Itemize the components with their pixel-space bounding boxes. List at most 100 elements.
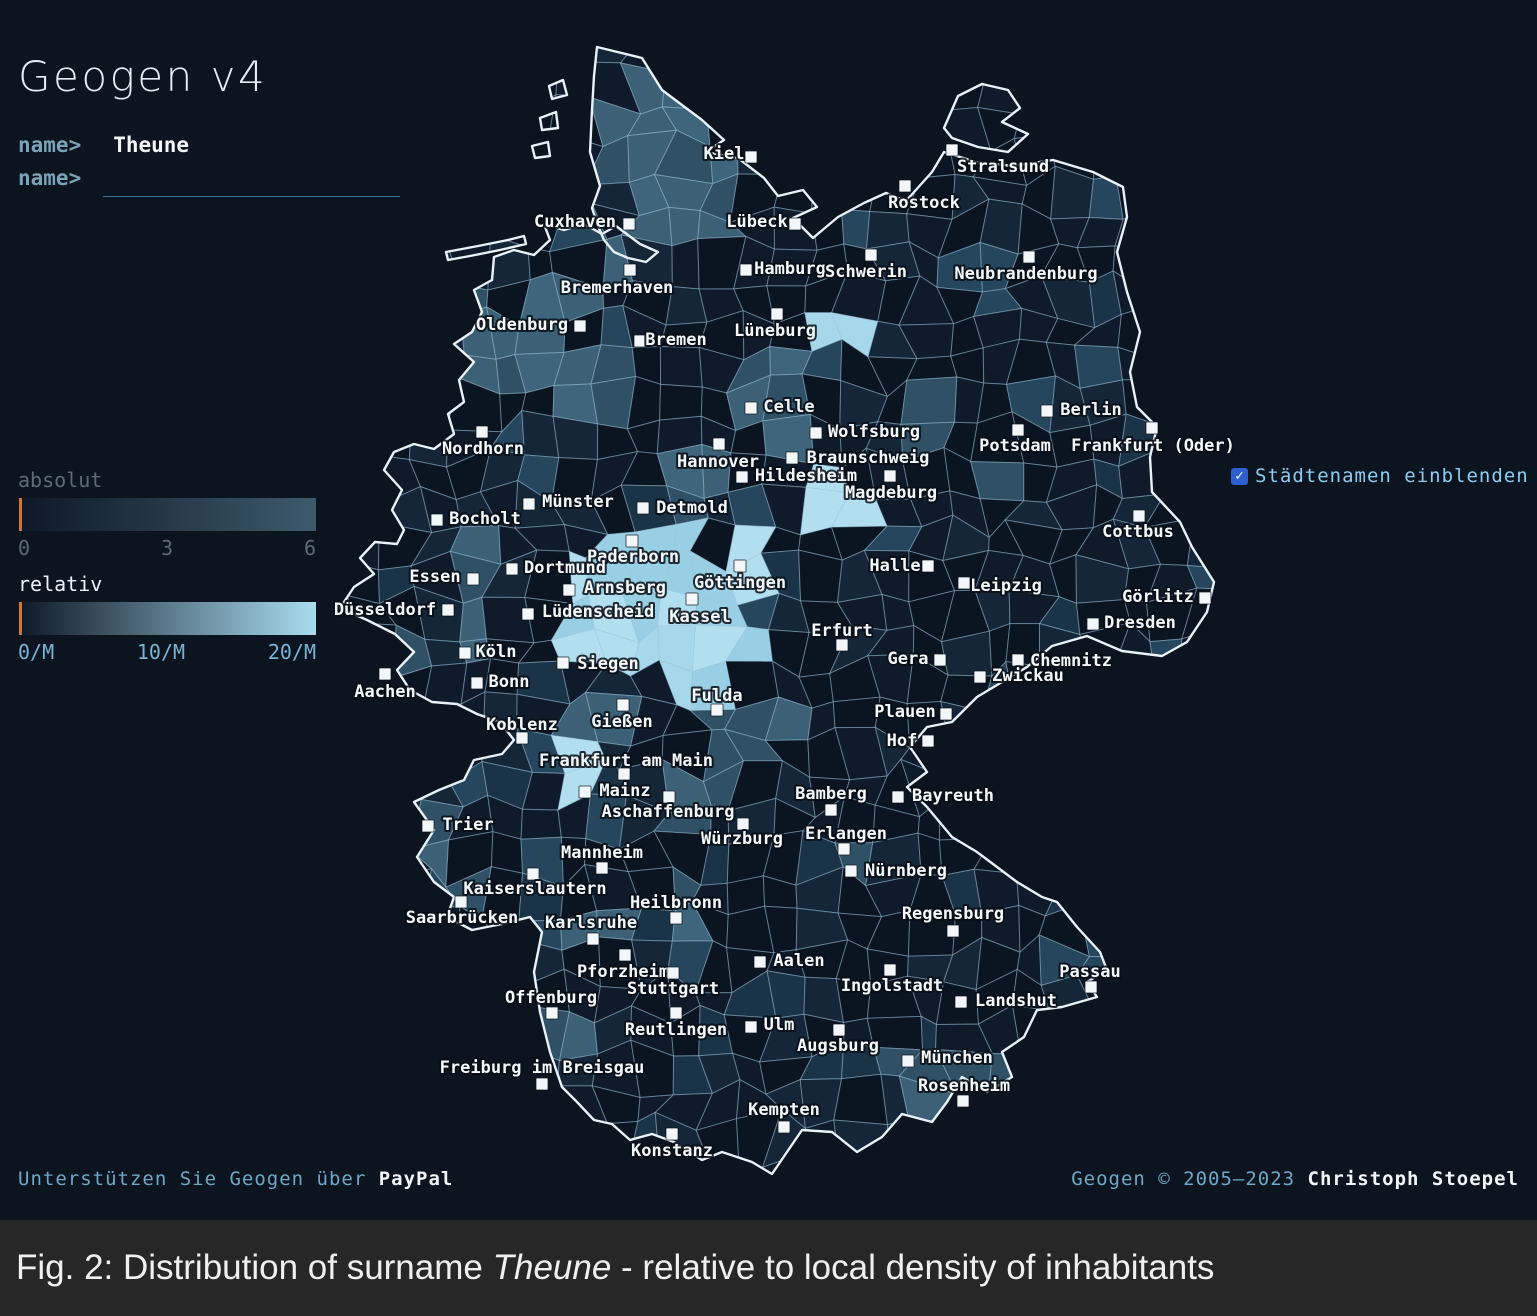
germany-border [338,45,1216,1176]
absolut-tick-2: 6 [303,536,316,560]
city-label: München [921,1048,993,1068]
city-marker [665,1127,679,1141]
city-label: Bremerhaven [561,278,674,298]
city-label: Münster [542,492,614,512]
city-label: Bocholt [449,509,521,529]
city-label: Stralsund [957,157,1049,177]
city-label: Erlangen [805,824,887,844]
copyright-text: Geogen © 2005–2023 [1071,1168,1308,1190]
city-marker [744,1020,758,1034]
legend-absolut-bar [18,498,316,531]
city-label: Bremen [645,330,706,350]
city-label: Rosenheim [918,1076,1010,1096]
city-marker [956,1094,970,1108]
city-marker [901,1054,915,1068]
city-label: Ulm [764,1015,795,1035]
city-marker [662,790,676,804]
relativ-tick-1: 10/M [136,640,186,664]
legend-absolut-title: absolut [18,468,103,492]
city-label: Köln [476,642,517,662]
city-marker [753,955,767,969]
city-marker [521,607,535,621]
city-label: Mainz [599,781,650,801]
city-label: Offenburg [505,988,597,1008]
legend-relativ-scale: 0/M 10/M 20/M [18,640,316,664]
surname-input[interactable] [103,168,400,197]
city-label: Erfurt [811,621,872,641]
absolut-tick-0: 0 [18,536,31,560]
query-row-submitted: name> Theune [18,133,189,157]
city-label: Rostock [888,193,960,213]
city-label: Karlsruhe [545,913,637,933]
city-marker [954,995,968,1009]
city-label: Paderborn [587,547,679,567]
city-marker [666,966,680,980]
city-label: Saarbrücken [406,908,519,928]
city-marker [573,319,587,333]
city-label: Halle [869,556,920,576]
city-marker [710,703,724,717]
city-marker [921,559,935,573]
caption-suffix: - relative to local density of inhabitan… [611,1248,1215,1287]
city-label: Kempten [748,1100,820,1120]
city-label: Plauen [874,702,935,722]
city-marker [378,667,392,681]
city-marker [785,451,799,465]
city-label: Celle [763,397,814,417]
city-marker [625,534,639,548]
city-marker [685,592,699,606]
figure-caption-bar: Fig. 2: Distribution of surname Theune -… [0,1220,1537,1316]
city-marker [891,790,905,804]
city-marker [832,1023,846,1037]
name-prompt-2: name> [18,166,82,190]
city-marker [578,785,592,799]
city-marker [1198,591,1212,605]
city-marker [1086,617,1100,631]
city-marker [1132,509,1146,523]
city-names-checkbox[interactable]: ✓ [1231,468,1248,485]
city-marker [733,559,747,573]
city-marker [744,150,758,164]
city-label: Frankfurt am Main [539,751,713,771]
city-marker [973,670,987,684]
city-marker [617,767,631,781]
city-label: Passau [1059,962,1120,982]
city-label: Bamberg [795,784,867,804]
city-marker [441,603,455,617]
city-marker [712,437,726,451]
absolut-tick-1: 3 [160,536,174,560]
city-marker [735,470,749,484]
city-marker [946,924,960,938]
city-label: Pforzheim [577,962,669,982]
city-label: Bayreuth [912,786,994,806]
city-marker [1040,404,1054,418]
city-marker [535,1077,549,1091]
city-label: Detmold [656,498,728,518]
city-marker [736,817,750,831]
city-label: Bonn [489,672,530,692]
city-marker [562,583,576,597]
city-label: Augsburg [797,1036,879,1056]
city-marker [788,217,802,231]
city-label: Magdeburg [845,483,937,503]
city-label: Mannheim [561,843,643,863]
city-marker [475,425,489,439]
city-marker [586,932,600,946]
city-marker [430,513,444,527]
city-marker [1022,250,1036,264]
city-marker [421,819,435,833]
city-label: Hannover [677,452,759,472]
city-marker [837,842,851,856]
support-text: Unterstützen Sie Geogen über [18,1168,379,1190]
city-marker [883,963,897,977]
city-label: Cuxhaven [534,212,616,232]
city-marker [505,562,519,576]
city-marker [522,497,536,511]
city-marker [945,143,959,157]
city-names-checkbox-label[interactable]: Städtenamen einblenden [1255,465,1529,487]
city-marker [1011,653,1025,667]
paypal-link[interactable]: PayPal [378,1168,454,1190]
copyright-author: Christoph Stoepel [1307,1168,1519,1190]
city-label: Koblenz [486,715,558,735]
